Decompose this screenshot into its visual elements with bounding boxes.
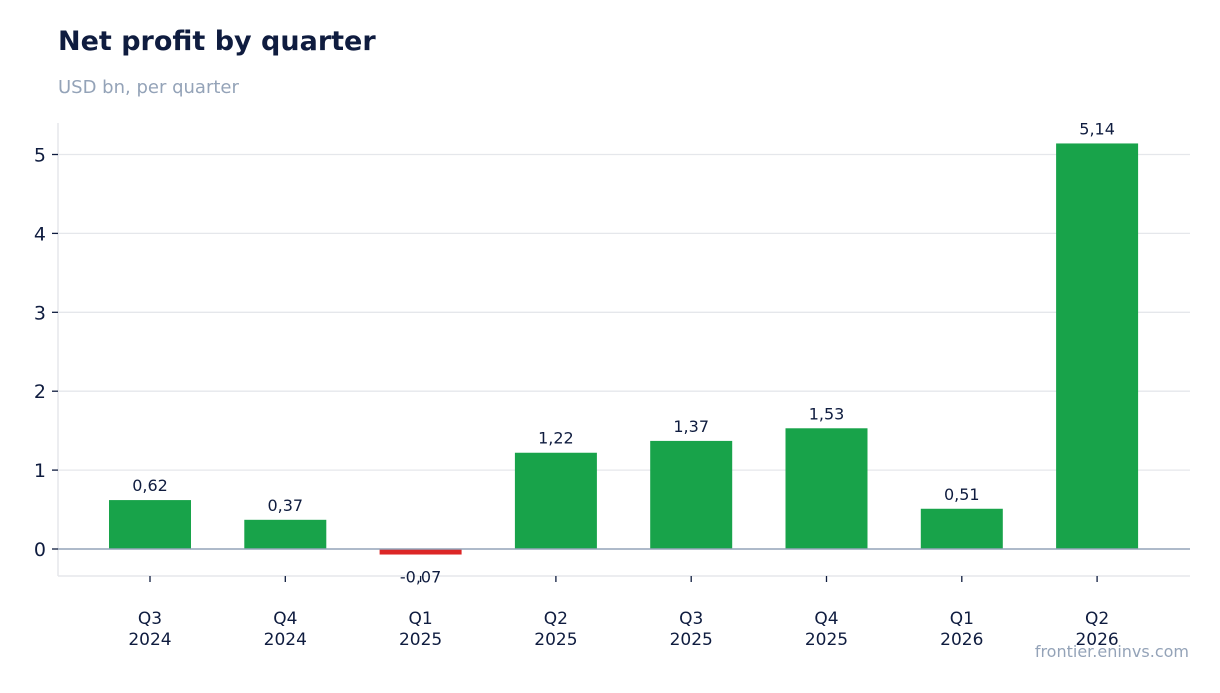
y-tick-label: 5	[34, 145, 46, 167]
x-tick-label: Q2	[1085, 609, 1109, 629]
y-tick-label: 4	[34, 223, 46, 245]
x-tick-label: 2025	[670, 630, 713, 650]
y-tick-label: 3	[34, 302, 46, 324]
bar	[244, 519, 327, 549]
x-tick-label: 2026	[1075, 630, 1118, 650]
bar	[920, 508, 1003, 549]
x-tick-label: Q4	[273, 609, 297, 629]
bar	[514, 452, 597, 549]
data-label: 1,53	[809, 404, 845, 423]
data-label: 0,62	[132, 476, 168, 495]
x-tick-label: 2025	[534, 630, 577, 650]
bar	[109, 500, 191, 549]
x-tick-label: 2024	[128, 630, 171, 650]
data-label: 1,37	[673, 417, 709, 436]
data-label: 0,37	[267, 496, 303, 515]
bar	[1056, 143, 1139, 550]
data-label: 0,51	[944, 485, 980, 504]
data-label: 5,14	[1079, 119, 1115, 138]
x-tick-label: Q1	[408, 609, 432, 629]
bar	[650, 440, 733, 549]
x-tick-label: Q2	[544, 609, 568, 629]
y-tick-label: 0	[34, 539, 46, 561]
x-tick-label: 2025	[805, 630, 848, 650]
plot-frame	[57, 123, 1190, 577]
x-tick-label: Q3	[679, 609, 703, 629]
data-label: 1,22	[538, 429, 574, 448]
x-tick-label: Q1	[950, 609, 974, 629]
x-tick-label: 2024	[264, 630, 307, 650]
bar	[785, 428, 868, 549]
source-note: frontier.eninvs.com	[1034, 642, 1189, 661]
axes: 012345Q32024Q42024Q12025Q22025Q32025Q420…	[34, 145, 1190, 650]
data-label: -0,07	[400, 568, 441, 587]
chart-title: Net profit by quarter	[58, 26, 376, 57]
y-tick-label: 1	[34, 460, 46, 482]
grid-lines	[58, 153, 1190, 471]
data-labels: 0,62 0,37 -0,07 1,22 1,37 1,53 0,51 5,14	[132, 119, 1115, 586]
bar	[379, 549, 462, 555]
x-tick-label: Q3	[138, 609, 162, 629]
bars	[109, 143, 1139, 555]
x-tick-label: 2025	[399, 630, 442, 650]
x-tick-label: Q4	[814, 609, 838, 629]
x-tick-label: 2026	[940, 630, 983, 650]
chart-subtitle: USD bn, per quarter	[58, 77, 239, 98]
y-tick-label: 2	[34, 381, 46, 403]
